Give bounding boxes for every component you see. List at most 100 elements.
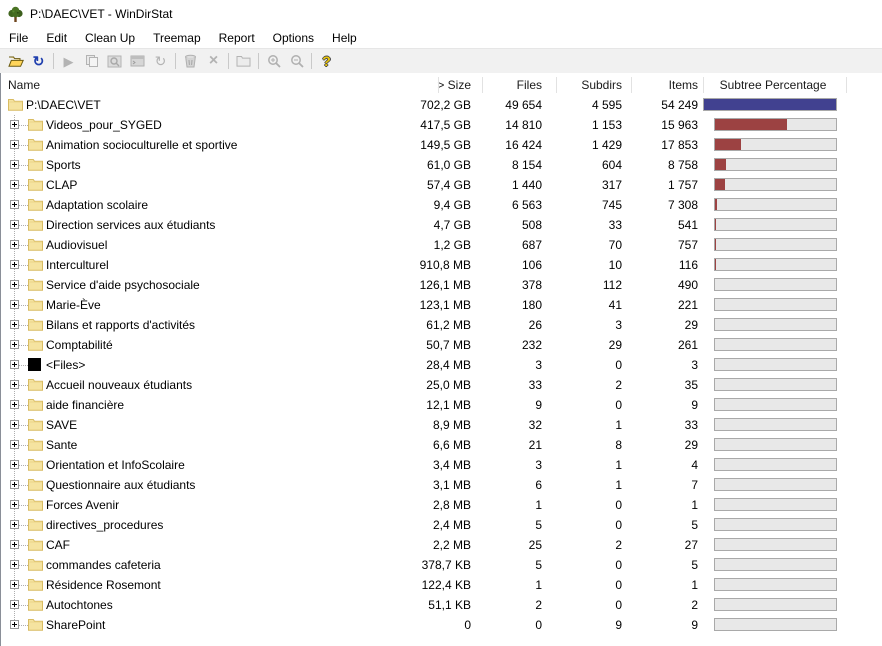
command-prompt-here-button[interactable] xyxy=(126,51,149,71)
expand-plus-icon[interactable] xyxy=(10,260,19,269)
size-cell: 2,4 MB xyxy=(432,518,471,532)
expand-plus-icon[interactable] xyxy=(10,200,19,209)
table-row[interactable]: SAVE 8,9 MB 32 1 33 xyxy=(1,415,882,435)
expand-plus-icon[interactable] xyxy=(10,580,19,589)
zoom-out-button[interactable] xyxy=(285,51,308,71)
expand-plus-icon[interactable] xyxy=(10,320,19,329)
table-row[interactable]: Sports 61,0 GB 8 154 604 8 758 xyxy=(1,155,882,175)
expand-plus-icon[interactable] xyxy=(10,360,19,369)
folder-icon xyxy=(28,278,43,291)
table-row[interactable]: Résidence Rosemont 122,4 KB 1 0 1 xyxy=(1,575,882,595)
expand-plus-icon[interactable] xyxy=(10,420,19,429)
menu-options[interactable]: Options xyxy=(272,31,315,45)
header-separator[interactable] xyxy=(482,77,483,93)
menu-edit[interactable]: Edit xyxy=(46,31,68,45)
subdirs-cell: 9 xyxy=(615,618,622,632)
delete-to-recycle-bin-button[interactable] xyxy=(179,51,202,71)
table-row[interactable]: aide financière 12,1 MB 9 0 9 xyxy=(1,395,882,415)
expand-plus-icon[interactable] xyxy=(10,400,19,409)
expand-plus-icon[interactable] xyxy=(10,500,19,509)
table-row[interactable]: Marie-Ève 123,1 MB 180 41 221 xyxy=(1,295,882,315)
header-separator[interactable] xyxy=(438,77,439,93)
delete-button[interactable]: × xyxy=(202,51,225,71)
table-row[interactable]: directives_procedures 2,4 MB 5 0 5 xyxy=(1,515,882,535)
table-row[interactable]: Accueil nouveaux étudiants 25,0 MB 33 2 … xyxy=(1,375,882,395)
refresh-selected-button[interactable]: ↻ xyxy=(149,51,172,71)
expand-plus-icon[interactable] xyxy=(10,520,19,529)
column-header-subdirs[interactable]: Subdirs xyxy=(581,78,622,92)
menu-treemap[interactable]: Treemap xyxy=(153,31,201,45)
expand-plus-icon[interactable] xyxy=(10,280,19,289)
column-header-size[interactable]: > Size xyxy=(437,78,471,92)
expand-plus-icon[interactable] xyxy=(10,240,19,249)
expand-plus-icon[interactable] xyxy=(10,440,19,449)
percentage-bar-track xyxy=(714,618,837,631)
table-row[interactable]: commandes cafeteria 378,7 KB 5 0 5 xyxy=(1,555,882,575)
table-row[interactable]: Forces Avenir 2,8 MB 1 0 1 xyxy=(1,495,882,515)
header-separator[interactable] xyxy=(631,77,632,93)
user-defined-cleanup-button[interactable] xyxy=(232,51,255,71)
column-header-items[interactable]: Items xyxy=(668,78,698,92)
name-cell: Marie-Ève xyxy=(1,295,411,315)
table-row[interactable]: CAF 2,2 MB 25 2 27 xyxy=(1,535,882,555)
subtree-percentage-cell xyxy=(703,155,846,175)
table-row[interactable]: Direction services aux étudiants 4,7 GB … xyxy=(1,215,882,235)
explorer-here-button[interactable] xyxy=(103,51,126,71)
item-name-label: Bilans et rapports d'activités xyxy=(46,318,196,332)
table-row[interactable]: Audiovisuel 1,2 GB 687 70 757 xyxy=(1,235,882,255)
play-button[interactable]: ▶ xyxy=(57,51,80,71)
table-row[interactable]: SharePoint 0 0 9 9 xyxy=(1,615,882,635)
expand-plus-icon[interactable] xyxy=(10,620,19,629)
subdirs-cell: 0 xyxy=(615,578,622,592)
percentage-bar-track xyxy=(714,318,837,331)
zoom-in-button[interactable] xyxy=(262,51,285,71)
expand-plus-icon[interactable] xyxy=(10,300,19,309)
refresh-all-button[interactable]: ↻ xyxy=(27,51,50,71)
files-pseudo-icon xyxy=(28,358,41,371)
column-header-files[interactable]: Files xyxy=(516,78,542,92)
expand-plus-icon[interactable] xyxy=(10,560,19,569)
table-row[interactable]: Autochtones 51,1 KB 2 0 2 xyxy=(1,595,882,615)
expand-plus-icon[interactable] xyxy=(10,140,19,149)
table-row[interactable]: Questionnaire aux étudiants 3,1 MB 6 1 7 xyxy=(1,475,882,495)
header-separator[interactable] xyxy=(703,77,704,93)
table-row[interactable]: Animation socioculturelle et sportive 14… xyxy=(1,135,882,155)
menu-report[interactable]: Report xyxy=(218,31,255,45)
name-cell: aide financière xyxy=(1,395,411,415)
expand-plus-icon[interactable] xyxy=(10,380,19,389)
column-header-subtree-percentage[interactable]: Subtree Percentage xyxy=(719,78,827,92)
menu-help[interactable]: Help xyxy=(332,31,357,45)
expand-plus-icon[interactable] xyxy=(10,160,19,169)
expand-plus-icon[interactable] xyxy=(10,600,19,609)
percentage-bar-track xyxy=(714,178,837,191)
menu-file[interactable]: File xyxy=(9,31,29,45)
table-row[interactable]: Service d'aide psychosociale 126,1 MB 37… xyxy=(1,275,882,295)
expand-plus-icon[interactable] xyxy=(10,120,19,129)
header-separator[interactable] xyxy=(556,77,557,93)
table-row[interactable]: Videos_pour_SYGED 417,5 GB 14 810 1 153 … xyxy=(1,115,882,135)
table-row[interactable]: Bilans et rapports d'activités 61,2 MB 2… xyxy=(1,315,882,335)
expand-plus-icon[interactable] xyxy=(10,180,19,189)
table-row[interactable]: Adaptation scolaire 9,4 GB 6 563 745 7 3… xyxy=(1,195,882,215)
menu-clean-up[interactable]: Clean Up xyxy=(85,31,136,45)
table-row[interactable]: Comptabilité 50,7 MB 232 29 261 xyxy=(1,335,882,355)
subdirs-cell: 0 xyxy=(615,518,622,532)
expand-plus-icon[interactable] xyxy=(10,540,19,549)
expand-plus-icon[interactable] xyxy=(10,480,19,489)
header-separator[interactable] xyxy=(846,77,847,93)
copy-button[interactable] xyxy=(80,51,103,71)
expand-plus-icon[interactable] xyxy=(10,220,19,229)
table-row[interactable]: Interculturel 910,8 MB 106 10 116 xyxy=(1,255,882,275)
open-file-button[interactable] xyxy=(4,51,27,71)
title-bar[interactable]: P:\DAEC\VET - WinDirStat xyxy=(0,0,882,28)
expand-plus-icon[interactable] xyxy=(10,460,19,469)
table-row[interactable]: P:\DAEC\VET 702,2 GB 49 654 4 595 54 249 xyxy=(1,95,882,115)
table-row[interactable]: Orientation et InfoScolaire 3,4 MB 3 1 4 xyxy=(1,455,882,475)
table-row[interactable]: <Files> 28,4 MB 3 0 3 xyxy=(1,355,882,375)
column-header-name[interactable]: Name xyxy=(8,78,41,92)
help-button[interactable]: ? xyxy=(315,51,338,71)
subtree-percentage-cell xyxy=(703,115,846,135)
table-row[interactable]: CLAP 57,4 GB 1 440 317 1 757 xyxy=(1,175,882,195)
table-row[interactable]: Sante 6,6 MB 21 8 29 xyxy=(1,435,882,455)
expand-plus-icon[interactable] xyxy=(10,340,19,349)
